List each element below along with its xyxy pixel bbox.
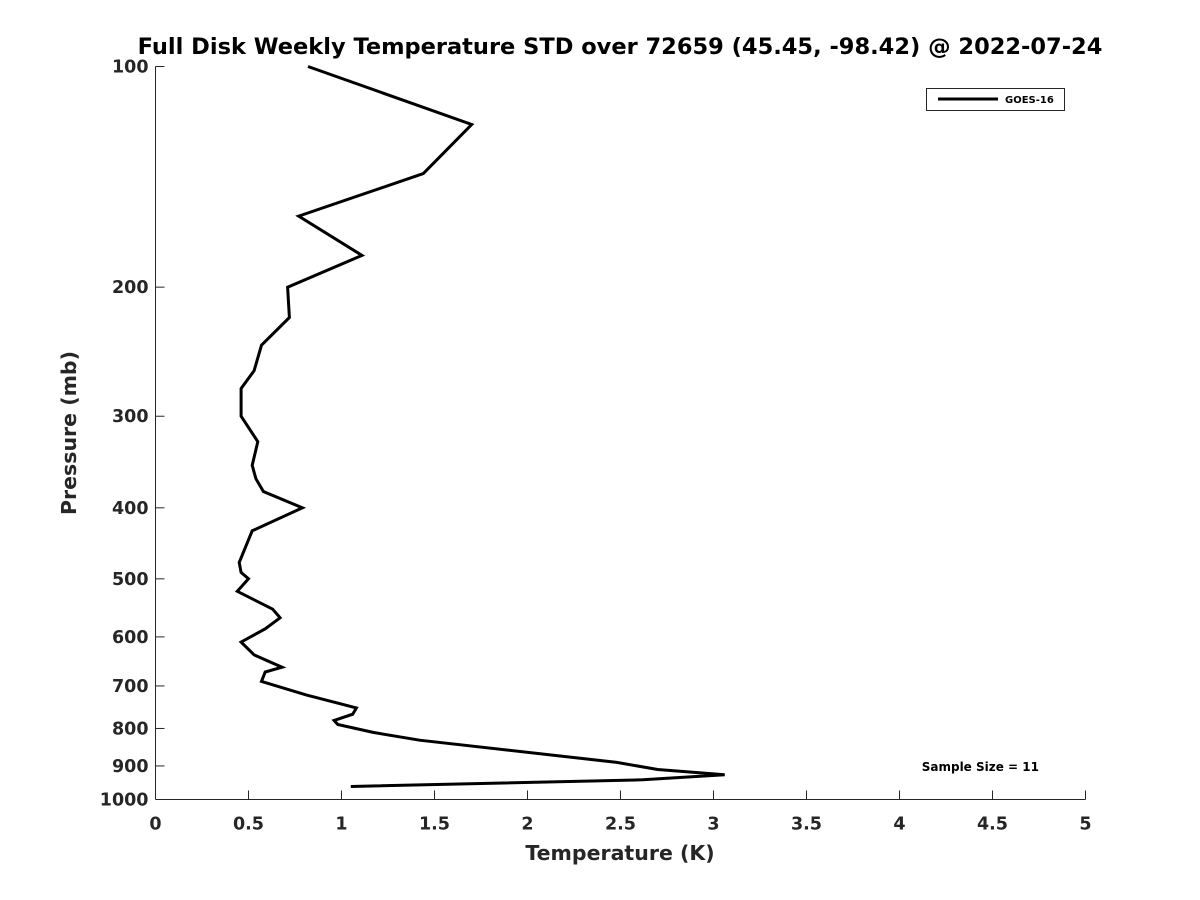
x-tick-label: 0.5 xyxy=(233,815,264,835)
y-tick-label: 200 xyxy=(112,278,149,298)
y-tick-label: 500 xyxy=(112,570,149,590)
y-tick-label: 700 xyxy=(112,677,149,697)
plot-area: 0 0.5 1 1.5 2 2.5 3 3.5 4 4.5 5 100 200 300 400 500 600… xyxy=(100,58,1092,835)
x-tick-label: 3.5 xyxy=(791,815,822,835)
x-axis-ticks: 0 0.5 1 1.5 2 2.5 3 3.5 4 4.5 5 xyxy=(149,790,1092,835)
x-axis-label: Temperature (K) xyxy=(525,841,714,865)
legend-label: GOES-16 xyxy=(1005,95,1054,106)
y-tick-label: 800 xyxy=(112,719,149,739)
x-tick-label: 0 xyxy=(149,815,161,835)
y-tick-label: 100 xyxy=(112,58,149,78)
y-tick-label: 300 xyxy=(112,407,149,427)
y-tick-label: 400 xyxy=(112,499,149,519)
y-tick-label: 1000 xyxy=(100,791,149,811)
x-tick-label: 4 xyxy=(893,815,905,835)
x-tick-label: 1.5 xyxy=(419,815,450,835)
series-layer xyxy=(234,65,725,788)
x-tick-label: 2.5 xyxy=(605,815,636,835)
x-tick-label: 4.5 xyxy=(977,815,1008,835)
legend: GOES-16 xyxy=(926,88,1065,111)
x-tick-label: 1 xyxy=(335,815,347,835)
y-tick-label: 900 xyxy=(112,757,149,777)
y-axis-label: Pressure (mb) xyxy=(57,351,81,515)
series-line-goes-16 xyxy=(234,65,725,788)
chart-title: Full Disk Weekly Temperature STD over 72… xyxy=(138,34,1103,60)
sample-size-annotation: Sample Size = 11 xyxy=(922,760,1039,774)
x-tick-label: 2 xyxy=(521,815,533,835)
y-axis-ticks: 100 200 300 400 500 600 700 800 900 1000 xyxy=(100,58,165,811)
y-tick-label: 600 xyxy=(112,628,149,648)
x-tick-label: 5 xyxy=(1079,815,1091,835)
x-tick-label: 3 xyxy=(707,815,719,835)
